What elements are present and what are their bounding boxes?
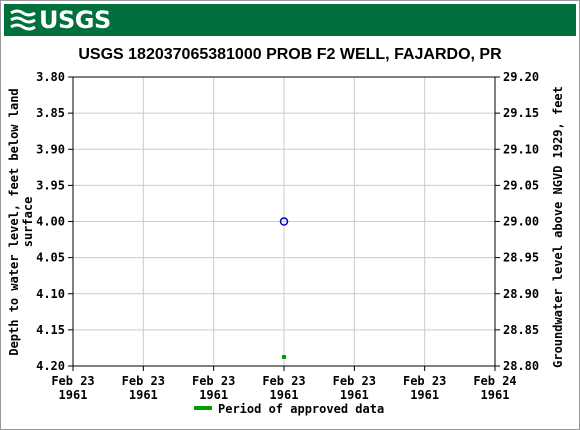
- x-tick-label-year: 1961: [481, 388, 510, 402]
- y-left-tick-label: 4.20: [36, 359, 65, 373]
- y-axis-left-label-line1: Depth to water level, feet below land: [7, 88, 21, 355]
- data-layer: [279, 217, 289, 359]
- x-tick-label-date: Feb 24: [473, 374, 516, 388]
- x-tick-label-date: Feb 23: [403, 374, 446, 388]
- data-point: [279, 217, 289, 226]
- y-axis-right-label: Groundwater level above NGVD 1929, feet: [551, 86, 565, 368]
- x-tick-label-date: Feb 23: [192, 374, 235, 388]
- y-right-tick-label: 28.85: [503, 323, 539, 337]
- chart-title: USGS 182037065381000 PROB F2 WELL, FAJAR…: [78, 46, 502, 63]
- y-right-tick-label: 28.90: [503, 287, 539, 301]
- x-tick-label-year: 1961: [59, 388, 88, 402]
- y-right-tick-label: 29.15: [503, 106, 539, 120]
- legend: Period of approved data: [194, 402, 384, 416]
- x-tick-label-year: 1961: [129, 388, 158, 402]
- y-right-tick-label: 29.20: [503, 70, 539, 84]
- x-tick-label-date: Feb 23: [333, 374, 376, 388]
- x-tick-label-date: Feb 23: [262, 374, 305, 388]
- usgs-wave-icon: [10, 9, 36, 31]
- x-tick-label-year: 1961: [270, 388, 299, 402]
- usgs-header-banner: USGS: [4, 4, 576, 36]
- y-left-tick-label: 4.15: [36, 323, 65, 337]
- x-tick-label-year: 1961: [340, 388, 369, 402]
- y-left-tick-label: 3.85: [36, 106, 65, 120]
- y-right-tick-label: 29.00: [503, 215, 539, 229]
- y-left-tick-label: 3.95: [36, 178, 65, 192]
- y-right-tick-label: 28.80: [503, 359, 539, 373]
- usgs-logo[interactable]: USGS: [10, 6, 111, 34]
- y-right-tick-label: 28.95: [503, 251, 539, 265]
- ticks-layer: 3.80 29.20 3.85 29.15 3.90 29.10 3.95 29.05 4.00…: [36, 70, 539, 402]
- x-tick-label-year: 1961: [410, 388, 439, 402]
- approved-period-marker: [282, 355, 286, 359]
- y-axis-left-label-line2: surface: [21, 197, 35, 248]
- legend-swatch: [194, 406, 212, 410]
- usgs-logo-text: USGS: [39, 6, 111, 34]
- x-tick-label-year: 1961: [199, 388, 228, 402]
- y-left-tick-label: 4.00: [36, 215, 65, 229]
- y-left-tick-label: 3.80: [36, 70, 65, 84]
- y-right-tick-label: 29.10: [503, 142, 539, 156]
- x-tick-label-date: Feb 23: [51, 374, 94, 388]
- x-tick-label-date: Feb 23: [122, 374, 165, 388]
- grid-layer: [73, 77, 495, 366]
- y-right-tick-label: 29.05: [503, 178, 539, 192]
- y-left-tick-label: 3.90: [36, 142, 65, 156]
- legend-label: Period of approved data: [218, 402, 384, 416]
- y-left-tick-label: 4.10: [36, 287, 65, 301]
- y-left-tick-label: 4.05: [36, 251, 65, 265]
